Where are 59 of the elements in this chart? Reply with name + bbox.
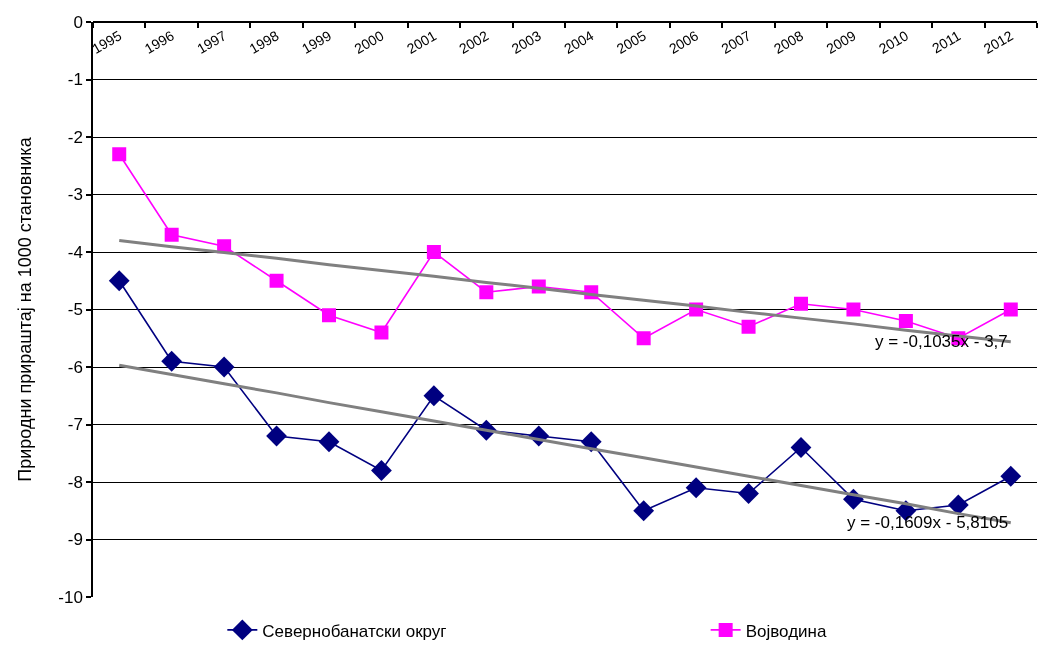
y-tick-label: -7	[67, 415, 83, 435]
point	[636, 331, 651, 346]
point	[741, 319, 756, 334]
point	[479, 285, 494, 300]
point	[1003, 302, 1018, 317]
point	[374, 325, 389, 340]
y-tick-label: 0	[73, 12, 83, 32]
point	[426, 245, 441, 259]
legend-label: Севернобанатски округ	[262, 621, 447, 641]
point	[846, 302, 861, 317]
point	[322, 308, 336, 323]
y-tick-label: -2	[67, 127, 83, 147]
y-tick-label: -9	[67, 530, 83, 550]
point	[898, 314, 913, 328]
point	[790, 437, 812, 458]
y-axis-title: Природни прираштај на 1000 становника	[14, 136, 35, 482]
point	[112, 147, 127, 162]
x-tick-label: 1998	[246, 27, 282, 57]
y-tick-label: -1	[67, 70, 83, 90]
x-tick-label: 2000	[351, 27, 387, 57]
point	[164, 227, 179, 242]
x-tick-label: 2008	[771, 27, 807, 57]
x-tick-label: 2012	[980, 27, 1016, 57]
y-tick-label: -10	[58, 587, 83, 607]
point	[318, 431, 340, 453]
point	[266, 425, 287, 447]
point	[269, 273, 284, 288]
x-tick-label: 1995	[89, 27, 125, 57]
x-tick-label: 2009	[823, 27, 859, 57]
x-tick-label: 1997	[194, 27, 230, 57]
point	[161, 350, 183, 372]
x-tick-label: 2004	[561, 27, 597, 57]
point	[794, 296, 808, 311]
x-tick-label: 2005	[613, 27, 649, 57]
x-tick-label: 2010	[875, 27, 912, 57]
point	[108, 270, 130, 292]
point	[423, 385, 445, 407]
y-tick-label: -3	[67, 185, 83, 205]
x-tick-label: 2001	[403, 27, 440, 57]
y-tick-label: -5	[67, 300, 83, 320]
point	[371, 460, 392, 481]
point	[685, 477, 707, 499]
point	[738, 483, 759, 504]
annotation: y = -0,1035x - 3,7	[875, 332, 1008, 351]
x-tick-label: 2007	[718, 27, 754, 57]
point	[633, 500, 655, 522]
x-tick-label: 1999	[299, 27, 335, 57]
x-tick-label: 2003	[508, 27, 544, 57]
point	[1000, 465, 1022, 487]
x-tick-label: 2006	[666, 27, 702, 57]
x-tick-label: 2002	[456, 27, 492, 57]
y-tick-label: -8	[67, 472, 83, 492]
annotation: y = -0,1609x - 5,8105	[847, 513, 1009, 532]
legend-label: Војводина	[745, 621, 827, 641]
x-tick-label: 1996	[141, 27, 177, 57]
point	[213, 356, 235, 378]
x-tick-label: 2011	[929, 27, 964, 57]
y-tick-label: -6	[67, 357, 83, 377]
y-tick-label: -4	[67, 242, 83, 262]
